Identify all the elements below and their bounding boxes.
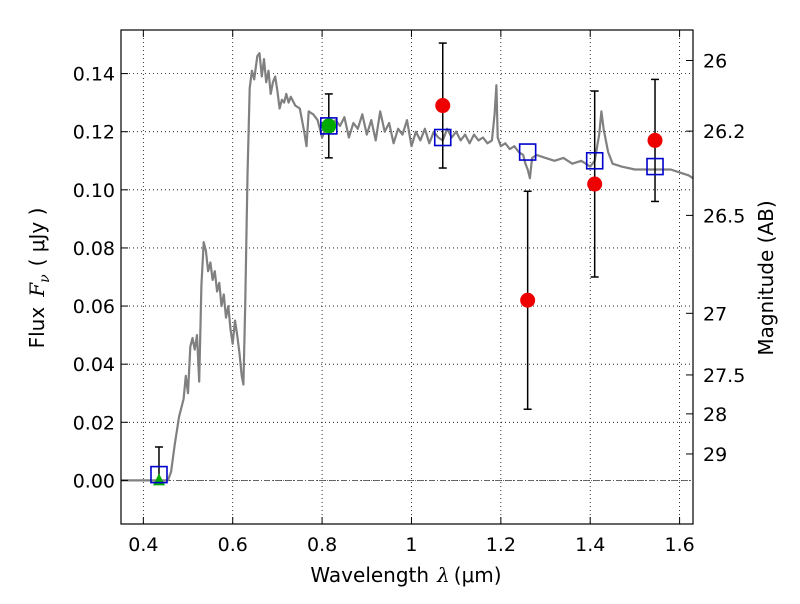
secondary-y-axis-label: Magnitude (AB) bbox=[754, 200, 778, 355]
observed-flux-marker bbox=[587, 176, 603, 192]
x-axis-label: Wavelength λ (μm) bbox=[310, 563, 501, 587]
y-tick-label: 0.08 bbox=[73, 238, 115, 260]
synthetic-flux-marker bbox=[518, 143, 537, 161]
model-spectrum-line bbox=[121, 52, 694, 482]
observed-flux-marker bbox=[520, 292, 536, 308]
y-tick-label: 0.00 bbox=[73, 470, 115, 492]
synthetic-flux-marker bbox=[150, 465, 168, 484]
detection-marker bbox=[321, 118, 337, 134]
model-spectrum bbox=[121, 52, 694, 482]
x-tick-label: 0.6 bbox=[218, 534, 248, 556]
y-tick-label: 0.14 bbox=[73, 64, 115, 86]
plot-frame bbox=[120, 29, 694, 525]
x-tick-label: 1 bbox=[405, 534, 417, 556]
x-tick-label: 1.6 bbox=[664, 534, 694, 556]
y2-tick-label: 29 bbox=[703, 444, 727, 466]
y-tick-label: 0.04 bbox=[73, 354, 115, 376]
y2-tick-label: 27.5 bbox=[703, 365, 745, 387]
y-tick-label: 0.02 bbox=[73, 412, 115, 434]
y-tick-label: 0.10 bbox=[73, 180, 115, 202]
y-tick-label: 0.06 bbox=[73, 296, 115, 318]
x-tick-label: 1.4 bbox=[575, 534, 605, 556]
y2-tick-label: 26 bbox=[703, 51, 727, 73]
y2-tick-label: 27 bbox=[703, 303, 727, 325]
x-tick-label: 0.8 bbox=[307, 534, 337, 556]
synthetic-flux-marker bbox=[319, 117, 338, 135]
x-tick-label: 1.2 bbox=[486, 534, 516, 556]
synthetic-flux-marker bbox=[585, 151, 604, 170]
y2-tick-label: 26.5 bbox=[703, 205, 745, 227]
y-axis-label: FluxFν( μJy ) bbox=[25, 208, 53, 349]
synthetic-flux-marker bbox=[646, 157, 664, 176]
synthetic-flux-marker bbox=[433, 128, 452, 147]
observed-flux-marker bbox=[435, 98, 451, 114]
axes: 0.4 0.6 0.8 1 1.2 1.4 1.6 0.00 0.02 0.04 0.06 0.08 0… bbox=[73, 30, 745, 556]
observed-flux-marker bbox=[647, 132, 663, 148]
y2-tick-label: 28 bbox=[703, 404, 727, 426]
y2-tick-label: 26.2 bbox=[703, 121, 745, 143]
y-tick-label: 0.12 bbox=[73, 122, 115, 144]
x-tick-label: 0.4 bbox=[128, 534, 158, 556]
photometry-markers bbox=[150, 98, 664, 486]
